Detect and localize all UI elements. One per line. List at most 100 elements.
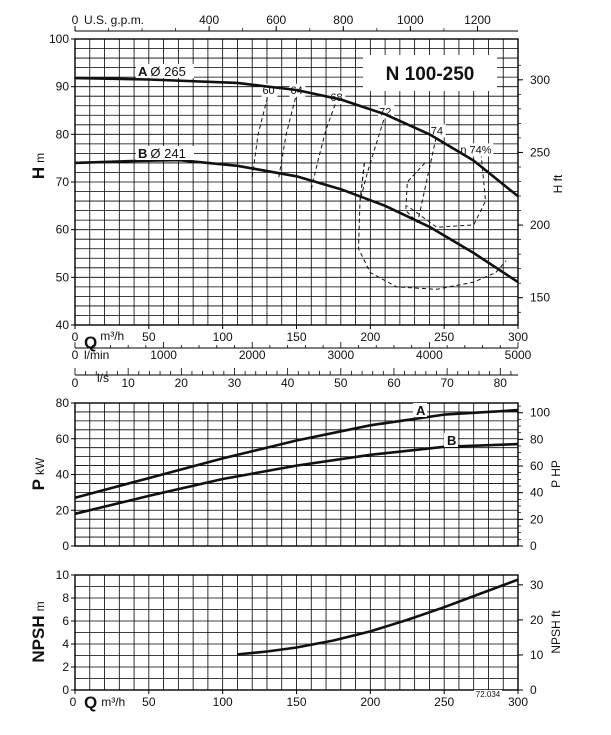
head-ytick-label: 50 xyxy=(56,270,70,284)
efficiency-label: 74 xyxy=(431,125,443,137)
code-bg xyxy=(474,690,502,699)
ls-tick-label: 60 xyxy=(387,376,401,390)
head-yrlabel: H ft xyxy=(551,174,565,193)
efficiency-contour-3 xyxy=(359,115,386,202)
power-ylabel: PkW xyxy=(29,457,48,490)
power-ytick-label: 0 xyxy=(62,539,69,553)
npsh-ytick-label: 0 xyxy=(62,683,69,697)
power-ytick-label: 60 xyxy=(56,432,70,446)
power-yrtick-label: 40 xyxy=(530,486,544,500)
label-a-bg xyxy=(136,64,194,78)
ls-tick-label: 40 xyxy=(281,376,295,390)
qm3h-tick-label: 100 xyxy=(213,330,233,344)
lmin-tick-label: 0 xyxy=(72,348,79,362)
power-label-b: B xyxy=(447,433,456,448)
head-ytick-label: 40 xyxy=(56,318,70,332)
ls-tick-label: 80 xyxy=(494,376,508,390)
power-ytick-label: 40 xyxy=(56,468,70,482)
power-yrtick-label: 60 xyxy=(530,459,544,473)
head-yrtick-label: 150 xyxy=(530,291,550,305)
npsh-xtick-label: 200 xyxy=(360,695,380,709)
npsh-xtick-label: 100 xyxy=(213,695,233,709)
power-ytick-label: 80 xyxy=(56,396,70,410)
efficiency-label-bg xyxy=(459,143,494,157)
lmin-tick-label: 4000 xyxy=(416,348,443,362)
npsh-yrlabel: NPSH ft xyxy=(549,610,563,654)
gpm-axis-label: U.S. g.p.m. xyxy=(84,13,144,27)
label-b-bg xyxy=(136,146,194,160)
npsh-curve xyxy=(237,578,519,656)
head-ytick-label: 80 xyxy=(56,127,70,141)
power-label-b-bg xyxy=(444,433,458,447)
ls-tick-label: 10 xyxy=(121,376,135,390)
npsh-ytick-label: 6 xyxy=(62,614,69,628)
head-curve-b xyxy=(74,158,519,284)
head-ytick-label: 100 xyxy=(49,32,69,46)
npsh-yrtick-label: 30 xyxy=(530,578,544,592)
qm3h-tick-label: 0 xyxy=(72,330,79,344)
title-box xyxy=(363,55,497,91)
power-yrtick-label: 80 xyxy=(530,432,544,446)
head-ytick-label: 70 xyxy=(56,175,70,189)
efficiency-label-bg xyxy=(429,124,446,138)
lmin-tick-label: 2000 xyxy=(239,348,266,362)
qm3h-tick-label: 250 xyxy=(434,330,454,344)
qm3h-tick-label: 150 xyxy=(286,330,306,344)
npsh-yrtick-label: 0 xyxy=(530,683,537,697)
efficiency-loop xyxy=(358,162,507,290)
efficiency-label-bg xyxy=(378,105,395,119)
power-yrtick-label: 100 xyxy=(530,406,550,420)
head-yrtick-label: 250 xyxy=(530,145,550,159)
power-label-a-bg xyxy=(413,403,427,417)
npsh-ytick-label: 8 xyxy=(62,591,69,605)
head-ytick-label: 60 xyxy=(56,223,70,237)
head-curve-a xyxy=(74,76,519,198)
power-curve-a xyxy=(74,408,519,499)
gpm-tick-label: 800 xyxy=(333,13,353,27)
figure-code: 72.034 xyxy=(476,690,501,699)
power-yrtick-label: 0 xyxy=(530,539,537,553)
npsh-yrtick-label: 10 xyxy=(530,648,544,662)
npsh-xtick-label: 0 xyxy=(70,695,77,709)
head-yrtick-label: 300 xyxy=(530,73,550,87)
ls-tick-label: 20 xyxy=(175,376,189,390)
npsh-ytick-label: 2 xyxy=(62,660,69,674)
npsh-ylabel: NPSHm xyxy=(29,601,48,662)
gpm-tick-label: 0 xyxy=(72,13,79,27)
lmin-tick-label: 5000 xyxy=(505,348,532,362)
ls-tick-label: 70 xyxy=(440,376,454,390)
efficiency-contour-0 xyxy=(251,93,269,178)
npsh-ytick-label: 4 xyxy=(62,637,69,651)
npsh-yrtick-label: 20 xyxy=(530,613,544,627)
chart-title: N 100-250 xyxy=(386,64,475,85)
head-ylabel: Hm xyxy=(29,153,48,179)
q-label-bg xyxy=(82,329,142,344)
ls-tick-label: 30 xyxy=(228,376,242,390)
lmin-axis-label: l/min xyxy=(84,348,109,362)
efficiency-contour-2 xyxy=(310,100,337,190)
head-yrtick-label: 200 xyxy=(530,218,550,232)
npsh-xtick-label: 300 xyxy=(508,695,528,709)
gpm-tick-label: 600 xyxy=(266,13,286,27)
ls-tick-label: 0 xyxy=(72,376,79,390)
power-label-a: A xyxy=(416,403,426,418)
efficiency-label: η 74% xyxy=(460,144,491,156)
lmin-tick-label: 1000 xyxy=(150,348,177,362)
npsh-xtick-label: 150 xyxy=(286,695,306,709)
npsh-ytick-label: 10 xyxy=(56,568,70,582)
power-yrtick-label: 20 xyxy=(530,512,544,526)
qm3h-tick-label: 200 xyxy=(360,330,380,344)
power-ytick-label: 20 xyxy=(56,503,70,517)
head-ytick-label: 90 xyxy=(56,80,70,94)
qm3h-tick-label: 300 xyxy=(508,330,528,344)
npsh-xtick-label: 50 xyxy=(142,695,156,709)
efficiency-contour-5 xyxy=(407,153,486,228)
lmin-tick-label: 3000 xyxy=(327,348,354,362)
qm3h-tick-label: 50 xyxy=(142,330,156,344)
power-yrlabel: P HP xyxy=(549,460,563,488)
gpm-tick-label: 1200 xyxy=(464,13,491,27)
